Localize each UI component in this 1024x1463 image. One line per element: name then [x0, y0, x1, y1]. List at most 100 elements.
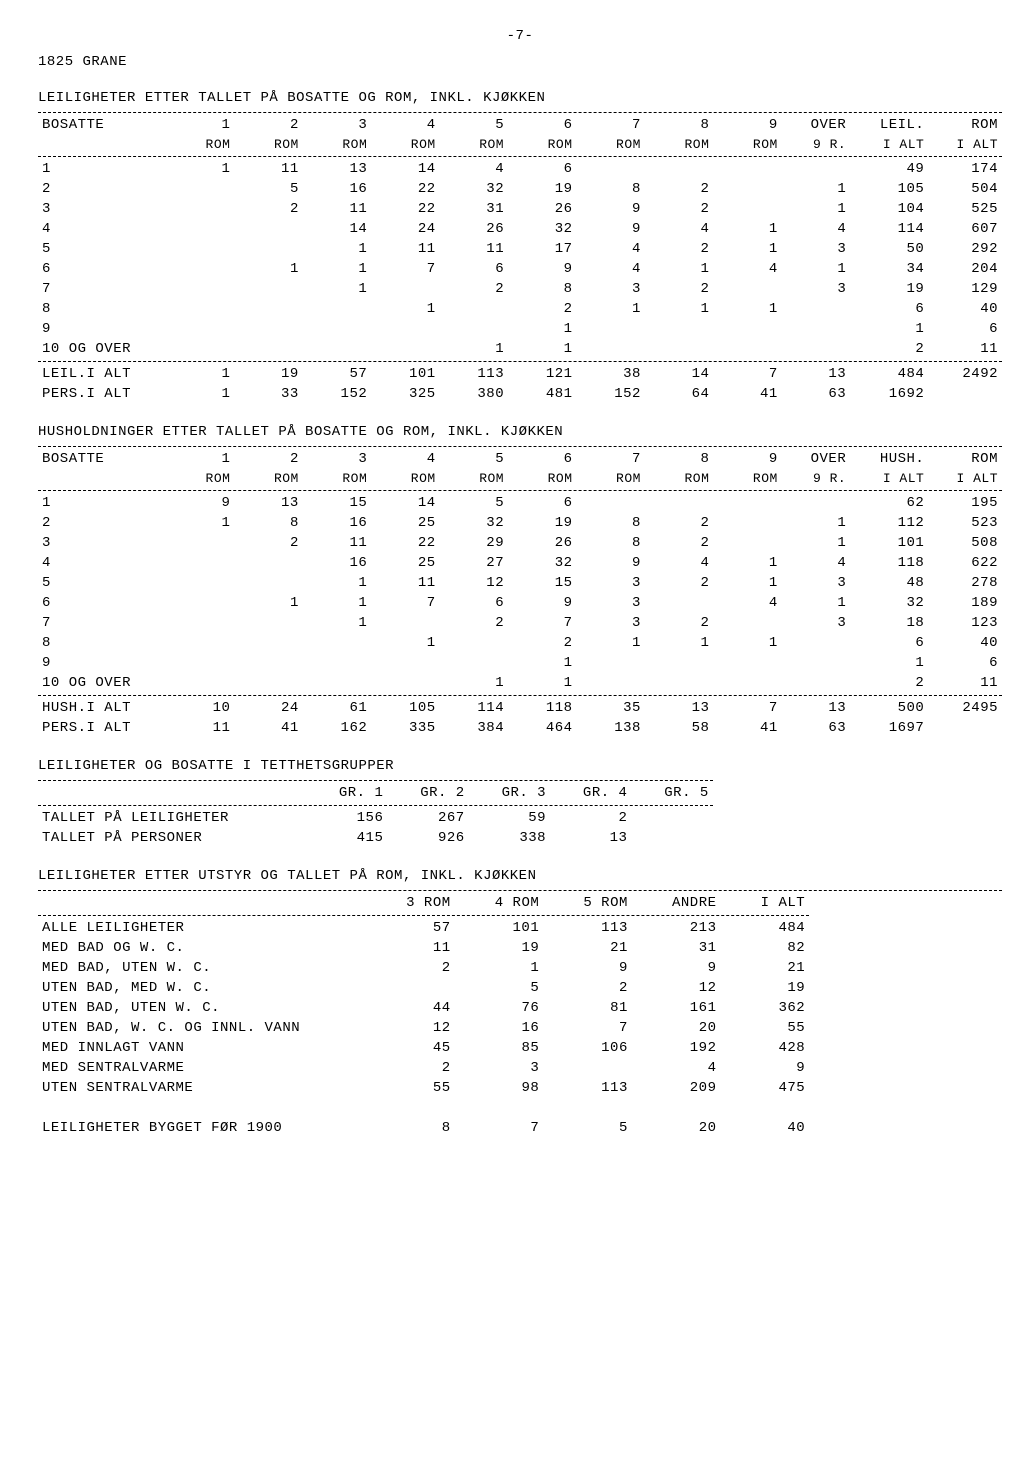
cell [631, 828, 712, 848]
cell [303, 299, 371, 319]
col-header: 3 [303, 115, 371, 135]
cell: 2492 [928, 364, 1002, 384]
col-header: OVER [782, 449, 850, 469]
col-header: 5 [440, 115, 508, 135]
cell: 4 [645, 553, 713, 573]
cell: 8 [577, 179, 645, 199]
table4-body: ALLE LEILIGHETER57101113213484MED BAD OG… [38, 918, 809, 1098]
cell [166, 219, 234, 239]
cell [713, 159, 781, 179]
cell [166, 279, 234, 299]
cell: 121 [508, 364, 576, 384]
cell: 152 [577, 384, 645, 404]
table1-totals: LEIL.I ALT1195710111312138147134842492PE… [38, 364, 1002, 404]
cell: 192 [632, 1038, 721, 1058]
cell: 3 [577, 279, 645, 299]
cell: 13 [303, 159, 371, 179]
col-subheader: ROM [508, 135, 576, 154]
cell: 5 [440, 493, 508, 513]
cell: 6 [928, 319, 1002, 339]
cell: 3 [577, 593, 645, 613]
cell: 118 [508, 698, 576, 718]
col-header: 4 [371, 115, 439, 135]
cell: 500 [850, 698, 928, 718]
cell: 2 [440, 613, 508, 633]
cell: 98 [455, 1078, 544, 1098]
cell: 6 [928, 653, 1002, 673]
cell: 61 [303, 698, 371, 718]
cell: 5 [234, 179, 302, 199]
cell: 21 [543, 938, 632, 958]
cell [713, 493, 781, 513]
cell: 19 [234, 364, 302, 384]
col-header: GR. 1 [306, 783, 387, 803]
table4-title: LEILIGHETER ETTER UTSTYR OG TALLET PÅ RO… [38, 868, 1002, 884]
cell: 6 [508, 493, 576, 513]
cell: 6 [508, 159, 576, 179]
cell: 2 [850, 339, 928, 359]
cell: 607 [928, 219, 1002, 239]
cell: 1 [713, 633, 781, 653]
cell: 2 [645, 533, 713, 553]
table2-title: HUSHOLDNINGER ETTER TALLET PÅ BOSATTE OG… [38, 424, 1002, 440]
cell [234, 339, 302, 359]
cell: 1 [455, 958, 544, 978]
cell: 4 [782, 219, 850, 239]
row-label: 10 OG OVER [38, 673, 166, 693]
cell: 2 [645, 513, 713, 533]
cell: 113 [440, 364, 508, 384]
table1-body: 1111131446491742516223219821105504321122… [38, 159, 1002, 364]
cell: 9 [577, 219, 645, 239]
cell: 1 [782, 533, 850, 553]
cell: 26 [508, 533, 576, 553]
cell: 3 [782, 613, 850, 633]
cell: 38 [577, 364, 645, 384]
cell [440, 653, 508, 673]
cell: 55 [721, 1018, 810, 1038]
cell: 2 [645, 279, 713, 299]
cell: 1 [303, 239, 371, 259]
cell [631, 808, 712, 828]
cell: 1 [166, 159, 234, 179]
row-label: 7 [38, 279, 166, 299]
cell: 32 [508, 553, 576, 573]
row-label: PERS.I ALT [38, 384, 166, 404]
row-label: 8 [38, 299, 166, 319]
col-subheader: I ALT [928, 135, 1002, 154]
row-label: 10 OG OVER [38, 339, 166, 359]
cell [577, 653, 645, 673]
table1-title: LEILIGHETER ETTER TALLET PÅ BOSATTE OG R… [38, 90, 1002, 106]
table2: BOSATTE123456789OVERHUSH.ROMROMROMROMROM… [38, 449, 1002, 738]
row-label: HUSH.I ALT [38, 698, 166, 718]
cell [782, 339, 850, 359]
row-label: 9 [38, 653, 166, 673]
col-header: LEIL. [850, 115, 928, 135]
cell: 9 [543, 958, 632, 978]
cell: 27 [440, 553, 508, 573]
cell: 8 [577, 533, 645, 553]
cell: 9 [166, 493, 234, 513]
cell: 11 [371, 573, 439, 593]
cell [166, 573, 234, 593]
cell: 62 [850, 493, 928, 513]
cell [234, 613, 302, 633]
cell: 6 [440, 259, 508, 279]
cell [303, 673, 371, 693]
row-label: MED INNLAGT VANN [38, 1038, 366, 1058]
cell: 13 [234, 493, 302, 513]
cell: 2 [645, 179, 713, 199]
cell: 213 [632, 918, 721, 938]
cell: 1 [440, 339, 508, 359]
cell [713, 339, 781, 359]
cell: 464 [508, 718, 576, 738]
row-label: UTEN BAD, W. C. OG INNL. VANN [38, 1018, 366, 1038]
cell: 14 [645, 364, 713, 384]
cell [234, 633, 302, 653]
cell: 152 [303, 384, 371, 404]
cell: 41 [713, 718, 781, 738]
col-header: 6 [508, 449, 576, 469]
row-label: ALLE LEILIGHETER [38, 918, 366, 938]
table3-head: GR. 1GR. 2GR. 3GR. 4GR. 5 [38, 783, 713, 808]
cell: 25 [371, 513, 439, 533]
cell: 1 [577, 633, 645, 653]
